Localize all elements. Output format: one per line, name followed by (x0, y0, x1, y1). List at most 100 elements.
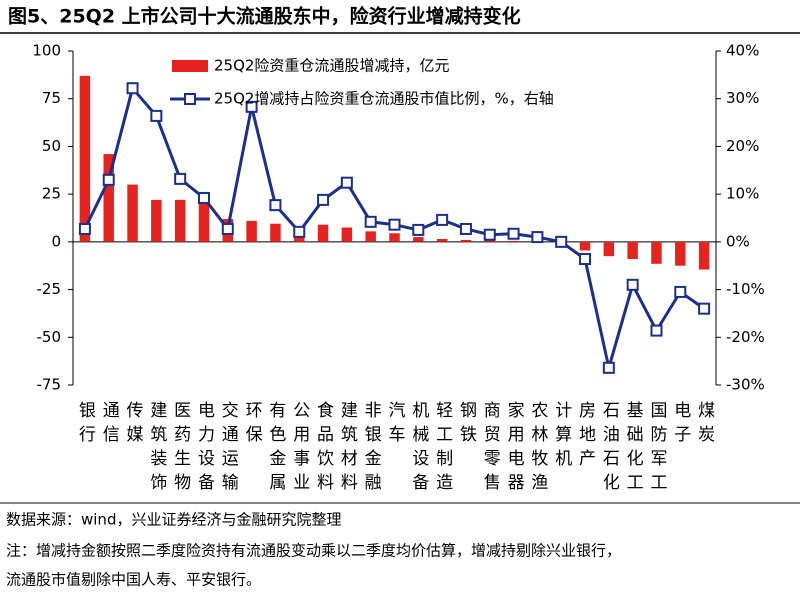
x-tick-label: 食品饮料 (313, 401, 334, 497)
x-tick-label: 国防军工 (646, 401, 667, 497)
marker (436, 213, 449, 226)
y-tick-label: 0 (51, 232, 61, 250)
marker (150, 109, 163, 122)
y2-tick-label: -30% (726, 376, 765, 394)
marker (340, 176, 353, 189)
marker (245, 100, 258, 113)
bar (627, 241, 638, 260)
chart-title: 图5、25Q2 上市公司十大流通股东中，险资行业增减持变化 (8, 5, 521, 28)
marker (412, 223, 425, 236)
marker (555, 235, 568, 248)
bar (603, 241, 615, 257)
marker (388, 218, 401, 231)
x-tick-label: 银行 (75, 401, 96, 449)
marker (197, 191, 210, 204)
marker (483, 228, 496, 241)
x-tick-label: 电力设备 (194, 401, 215, 497)
x-tick-label: 医药生物 (170, 401, 191, 497)
x-tick-label: 电子 (670, 401, 691, 449)
y-tick-label: -75 (37, 376, 62, 394)
y2-tick-label: -20% (726, 328, 765, 346)
x-tick-label: 煤炭 (694, 401, 715, 449)
bar (270, 223, 281, 242)
bar (579, 241, 591, 251)
bar (127, 184, 138, 242)
x-tick-label: 交通运输 (218, 401, 239, 497)
marker (602, 361, 615, 374)
x-tick-label: 家用电器 (504, 401, 525, 497)
y-tick-label: -50 (37, 328, 62, 346)
marker (459, 222, 472, 235)
x-tick-label: 通信 (99, 401, 120, 449)
source: 数据来源：wind，兴业证券经济与金融研究院整理 (6, 511, 341, 529)
y2-tick-label: 0% (726, 232, 750, 250)
y2-tick-label: 10% (726, 185, 759, 203)
y-tick-label: -25 (37, 280, 62, 298)
x-tick-label: 计算机 (551, 401, 572, 473)
bar (341, 227, 353, 242)
marker (507, 227, 520, 240)
legend-label: 25Q2增减持占险资重仓流通股市值比例，%，右轴 (214, 90, 554, 108)
marker (364, 215, 377, 228)
marker (126, 82, 139, 95)
bar (246, 220, 257, 242)
marker (102, 173, 115, 186)
bar (79, 75, 91, 242)
y2-tick-label: -10% (726, 280, 765, 298)
marker (531, 231, 544, 244)
y-tick-label: 75 (42, 89, 61, 107)
bar (651, 241, 662, 264)
bar (484, 240, 495, 242)
y2-tick-label: 30% (726, 89, 759, 107)
marker (174, 172, 187, 185)
y-tick-label: 50 (42, 137, 61, 155)
x-tick-label: 建筑材料 (337, 401, 358, 497)
marker (674, 285, 687, 298)
x-tick-label: 石油石化 (599, 401, 620, 497)
bar (698, 241, 710, 270)
x-tick-label: 基础化工 (623, 401, 644, 497)
marker (579, 253, 592, 266)
y-tick-label: 25 (42, 185, 61, 203)
bar (174, 199, 186, 242)
x-tick-label: 机械设备 (408, 401, 429, 497)
marker (650, 324, 663, 337)
x-tick-label: 农林牧渔 (527, 401, 548, 497)
x-tick-label: 钢铁 (456, 401, 477, 449)
bar (103, 154, 114, 242)
x-tick-label: 房地产 (575, 401, 596, 473)
bar (675, 241, 686, 266)
x-tick-label: 轻工制造 (432, 401, 453, 497)
marker (317, 193, 330, 206)
x-tick-label: 有色金属 (265, 401, 286, 497)
note: 流通股市值剔除中国人寿、平安银行。 (6, 571, 261, 589)
note: 注：增减持金额按照二季度险资持有流通股变动乘以二季度均价估算，增减持剔除兴业银行… (6, 542, 621, 560)
bar (317, 224, 329, 242)
x-tick-label: 非银金融 (361, 401, 382, 497)
x-tick-label: 环保 (242, 401, 263, 449)
bar (508, 240, 519, 242)
bar (436, 238, 448, 242)
bar (198, 201, 210, 242)
marker (626, 278, 639, 291)
marker (293, 225, 306, 238)
x-tick-label: 公用事业 (289, 401, 310, 497)
legend-swatch (184, 93, 196, 105)
x-tick-label: 建筑装饰 (146, 401, 167, 497)
bar (460, 239, 472, 242)
marker (698, 302, 711, 315)
x-tick-label: 传媒 (123, 401, 144, 449)
bar (389, 233, 400, 242)
bar (365, 231, 376, 242)
bar (151, 199, 162, 242)
y-tick-label: 100 (32, 42, 61, 60)
marker (221, 222, 234, 235)
y2-tick-label: 40% (726, 42, 759, 60)
x-tick-label: 汽车 (385, 401, 406, 449)
marker (269, 199, 282, 212)
legend-swatch (172, 60, 208, 72)
bar (413, 237, 424, 242)
marker (78, 222, 91, 235)
x-tick-label: 商贸零售 (480, 401, 501, 497)
